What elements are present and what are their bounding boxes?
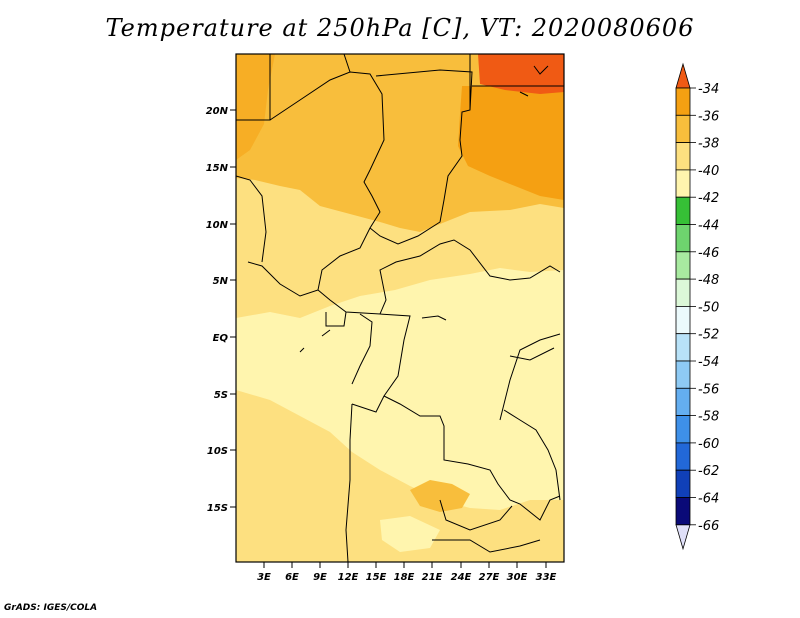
colorbar-label: -38 bbox=[698, 137, 719, 152]
lon-label: 6E bbox=[285, 572, 299, 583]
colorbar-segment bbox=[675, 497, 691, 526]
colorbar-segment bbox=[675, 224, 691, 253]
lon-label: 9E bbox=[313, 572, 327, 583]
lon-label: 30E bbox=[507, 572, 528, 583]
lon-label: 24E bbox=[451, 572, 472, 583]
colorbar-segment bbox=[675, 87, 691, 116]
lon-label: 21E bbox=[422, 572, 443, 583]
colorbar-label: -54 bbox=[698, 355, 719, 370]
lon-label: 15E bbox=[366, 572, 387, 583]
map-frame bbox=[235, 53, 565, 563]
colorbar-label: -66 bbox=[698, 519, 719, 534]
colorbar-segment bbox=[675, 305, 691, 335]
colorbar-label: -34 bbox=[698, 82, 719, 97]
colorbar-label: -60 bbox=[698, 437, 719, 452]
colorbar-segment bbox=[675, 169, 691, 198]
colorbar-label: -40 bbox=[698, 164, 719, 179]
colorbar-label: -64 bbox=[698, 492, 719, 507]
lat-label: 20N bbox=[206, 106, 229, 117]
colorbar-label: -58 bbox=[698, 410, 719, 425]
colorbar-label: -56 bbox=[698, 382, 719, 397]
colorbar-segment bbox=[675, 469, 691, 498]
colorbar: -34 -36 -38 -40 -42 -44 -46 -48 -50 -52 -54 -56 -58 -… bbox=[675, 62, 719, 551]
latitude-axis: 20N 15N 10N 5N EQ 5S 10S 15S bbox=[206, 106, 236, 514]
colorbar-segment bbox=[675, 114, 691, 144]
colorbar-label: -46 bbox=[698, 246, 719, 261]
lon-label: 27E bbox=[479, 572, 500, 583]
country-borders bbox=[236, 54, 564, 562]
lon-label: 12E bbox=[338, 572, 359, 583]
colorbar-segment bbox=[675, 387, 691, 416]
colorbar-label: -36 bbox=[698, 109, 719, 124]
lon-label: 3E bbox=[257, 572, 271, 583]
colorbar-segment bbox=[675, 278, 691, 307]
colorbar-segment bbox=[675, 415, 691, 444]
longitude-axis: 3E 6E 9E 12E 15E 18E 21E 24E 27E 30E 33E bbox=[257, 562, 557, 583]
colorbar-label: -62 bbox=[698, 464, 719, 479]
colorbar-segment bbox=[675, 360, 691, 389]
lat-label: 5S bbox=[214, 390, 228, 401]
colorbar-segment bbox=[675, 333, 691, 362]
lat-label: 10S bbox=[207, 446, 228, 457]
colorbar-segment bbox=[675, 142, 691, 171]
colorbar-segment bbox=[675, 251, 691, 280]
colorbar-segment bbox=[675, 196, 691, 225]
colorbar-top-arrow bbox=[675, 62, 691, 89]
lat-label: 5N bbox=[213, 276, 229, 287]
temperature-field bbox=[236, 54, 564, 562]
lat-label: 15N bbox=[206, 163, 229, 174]
colorbar-label: -50 bbox=[698, 300, 719, 315]
colorbar-label: -44 bbox=[698, 219, 719, 234]
lon-label: 18E bbox=[394, 572, 415, 583]
lat-label: EQ bbox=[213, 333, 229, 344]
colorbar-label: -48 bbox=[698, 273, 719, 288]
colorbar-label: -52 bbox=[698, 328, 719, 343]
colorbar-segment bbox=[675, 442, 691, 471]
lat-label: 15S bbox=[207, 503, 228, 514]
colorbar-bottom-arrow bbox=[675, 524, 691, 551]
lat-label: 10N bbox=[206, 220, 229, 231]
colorbar-label: -42 bbox=[698, 191, 719, 206]
lon-label: 33E bbox=[536, 572, 557, 583]
chart-title: Temperature at 250hPa [C], VT: 202008060… bbox=[105, 14, 695, 42]
grads-credit: GrADS: IGES/COLA bbox=[4, 603, 98, 613]
